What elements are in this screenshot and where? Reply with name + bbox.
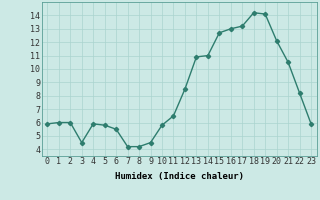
- X-axis label: Humidex (Indice chaleur): Humidex (Indice chaleur): [115, 172, 244, 181]
